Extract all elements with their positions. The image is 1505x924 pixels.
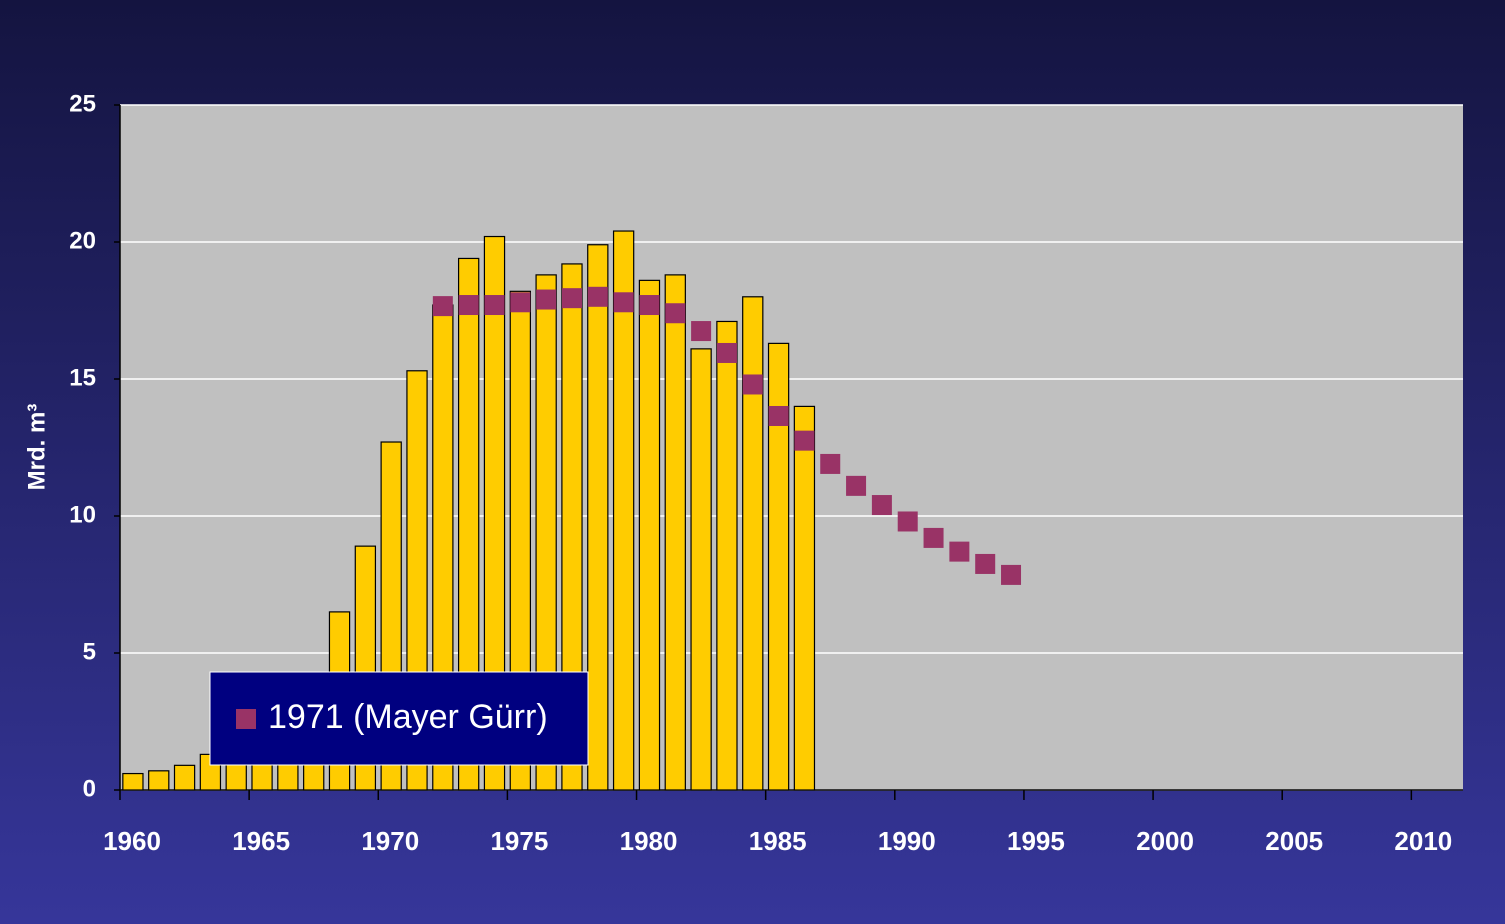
x-tick-label: 1965 [232, 826, 290, 856]
marker [794, 430, 815, 451]
legend-label: 1971 (Mayer Gürr) [268, 698, 548, 736]
x-tick-label: 1970 [361, 826, 419, 856]
y-tick-label: 25 [69, 90, 96, 117]
marker [432, 296, 453, 317]
marker [742, 374, 763, 395]
legend-box [209, 671, 589, 766]
x-tick-label: 2000 [1136, 826, 1194, 856]
bar [767, 342, 790, 791]
bar [716, 320, 738, 791]
x-tick-label: 1995 [1007, 826, 1065, 856]
x-tick-label: 1985 [749, 826, 807, 856]
bar [664, 274, 686, 791]
bar [173, 764, 196, 791]
marker [587, 286, 608, 307]
bar [690, 348, 712, 791]
marker [846, 475, 867, 496]
marker [510, 292, 531, 313]
marker [665, 303, 686, 324]
bar [122, 772, 144, 791]
y-tick-label: 15 [69, 364, 96, 391]
y-tick-label: 10 [69, 501, 96, 528]
marker [923, 527, 944, 548]
marker [536, 289, 557, 310]
bar [793, 405, 816, 791]
legend-swatch [236, 709, 256, 729]
y-tick-label: 20 [69, 227, 96, 254]
bar [612, 230, 635, 791]
y-tick-label: 0 [83, 775, 96, 802]
marker [871, 495, 892, 516]
x-tick-label: 2010 [1394, 826, 1452, 856]
bar [483, 235, 506, 791]
marker [975, 553, 996, 574]
marker [613, 292, 634, 313]
bar [457, 257, 480, 791]
bar [742, 296, 764, 791]
legend: 1971 (Mayer Gürr) [209, 671, 589, 766]
marker [820, 453, 841, 474]
marker [949, 541, 970, 562]
bar [638, 279, 661, 791]
bar [535, 274, 557, 791]
marker [691, 321, 712, 342]
bar [587, 244, 609, 791]
marker [561, 288, 582, 309]
x-tick-label: 1980 [620, 826, 678, 856]
bar [148, 770, 170, 791]
x-tick-label: 1960 [103, 826, 161, 856]
marker [897, 511, 918, 532]
marker [458, 295, 479, 316]
x-tick-label: 2005 [1265, 826, 1323, 856]
y-axis-label: Mrd. m³ [23, 404, 50, 491]
marker [768, 405, 789, 426]
marker [716, 342, 737, 363]
x-tick-label: 1975 [490, 826, 548, 856]
marker [639, 295, 660, 316]
bar [561, 263, 583, 791]
marker [484, 295, 505, 316]
marker [1001, 564, 1022, 585]
y-tick-label: 5 [83, 638, 96, 665]
bar [509, 290, 531, 791]
x-tick-label: 1990 [878, 826, 936, 856]
